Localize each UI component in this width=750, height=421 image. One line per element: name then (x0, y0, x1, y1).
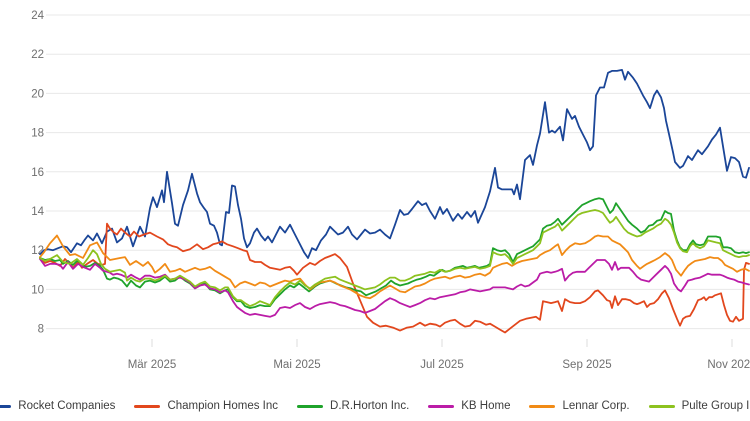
legend-swatch-champion-homes-icon (134, 404, 161, 408)
x-axis-tick-label: Nov 2025 (707, 359, 750, 371)
chart-legend: Rocket Companies Champion Homes Inc D.R.… (0, 393, 750, 419)
y-axis-tick-label: 14 (31, 206, 44, 218)
y-axis-tick-label: 22 (31, 49, 44, 61)
series-line-d-r-horton-inc[interactable] (39, 197, 750, 309)
legend-label: Rocket Companies (18, 400, 116, 412)
legend-label: Champion Homes Inc (167, 400, 279, 412)
y-axis-tick-label: 8 (38, 324, 44, 336)
legend-item-rocket-companies[interactable]: Rocket Companies (0, 400, 115, 412)
legend-swatch-pulte-group-icon (648, 404, 675, 408)
y-axis-tick-label: 10 (31, 284, 44, 296)
legend-label: D.R.Horton Inc. (330, 400, 410, 412)
legend-item-dr-horton[interactable]: D.R.Horton Inc. (297, 400, 409, 412)
legend-swatch-rocket-companies-icon (0, 404, 12, 408)
legend-item-lennar[interactable]: Lennar Corp. (529, 400, 630, 412)
x-axis-tick-label: Jul 2025 (420, 359, 463, 371)
legend-label: Lennar Corp. (562, 400, 630, 412)
series-line-pulte-group-inc[interactable] (39, 209, 750, 308)
x-axis-tick-label: Mai 2025 (273, 359, 320, 371)
series-line-champion-homes-inc[interactable] (39, 222, 750, 334)
series-line-kb-home[interactable] (39, 258, 750, 318)
legend-swatch-lennar-icon (529, 404, 556, 408)
series-line-rocket-companies[interactable] (39, 69, 750, 259)
legend-swatch-kb-home-icon (428, 404, 455, 408)
legend-item-pulte-group[interactable]: Pulte Group Inc. (648, 400, 750, 412)
y-axis-tick-label: 20 (31, 88, 44, 100)
y-axis-tick-label: 16 (31, 167, 44, 179)
legend-label: Pulte Group Inc. (681, 400, 750, 412)
legend-swatch-dr-horton-icon (297, 404, 324, 408)
legend-item-champion-homes[interactable]: Champion Homes Inc (134, 400, 278, 412)
x-axis-tick-label: Sep 2025 (562, 359, 611, 371)
y-axis-tick-label: 24 (31, 10, 44, 22)
series-line-lennar-corp[interactable] (39, 234, 750, 300)
legend-item-kb-home[interactable]: KB Home (428, 400, 510, 412)
legend-label: KB Home (461, 400, 511, 412)
x-axis-tick-label: Mär 2025 (128, 359, 177, 371)
y-axis-tick-label: 18 (31, 128, 44, 140)
